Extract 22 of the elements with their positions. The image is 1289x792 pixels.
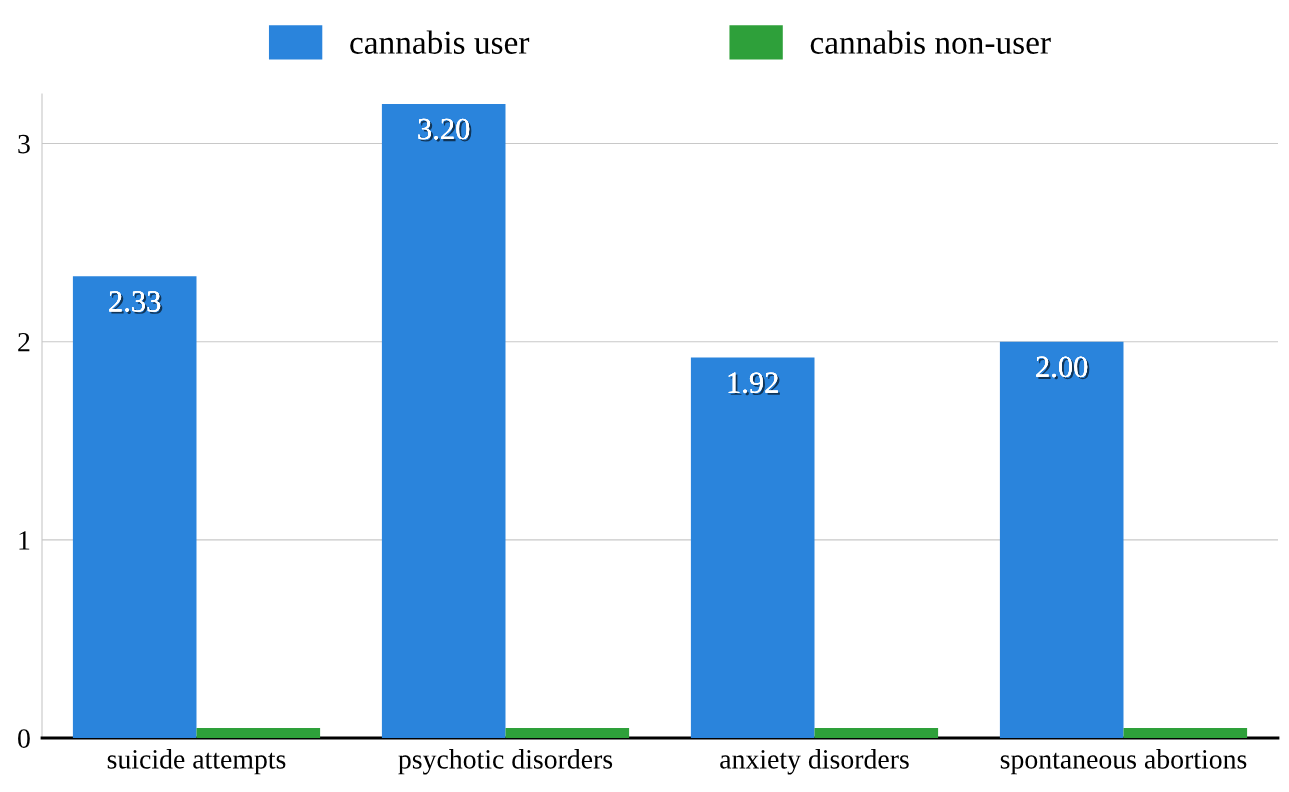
y-tick-label: 3 bbox=[18, 134, 30, 154]
data-label: 3.20 bbox=[418, 118, 472, 142]
x-tick-label: spontaneous abortions bbox=[1000, 749, 1247, 775]
x-tick-label: psychotic disorders bbox=[398, 749, 613, 775]
bar bbox=[72, 276, 197, 738]
data-label: 1.92 bbox=[728, 372, 780, 396]
x-tick-label: suicide attempts bbox=[107, 749, 286, 775]
bar bbox=[196, 728, 321, 738]
bar bbox=[690, 357, 815, 738]
x-tick-label: anxiety disorders bbox=[720, 749, 909, 775]
bar bbox=[814, 728, 939, 738]
y-tick-label: 1 bbox=[19, 531, 30, 550]
y-tick-label: 0 bbox=[18, 729, 30, 748]
y-tick-label: 2 bbox=[18, 332, 30, 352]
bar bbox=[505, 728, 630, 738]
bar bbox=[381, 103, 506, 738]
legend-label: cannabis user bbox=[350, 30, 530, 54]
data-label: 2.33 bbox=[109, 291, 163, 314]
bar bbox=[1123, 728, 1248, 738]
legend-label: cannabis non-user bbox=[810, 30, 1051, 54]
data-label: 2.00 bbox=[1036, 356, 1090, 380]
bar bbox=[999, 341, 1124, 738]
